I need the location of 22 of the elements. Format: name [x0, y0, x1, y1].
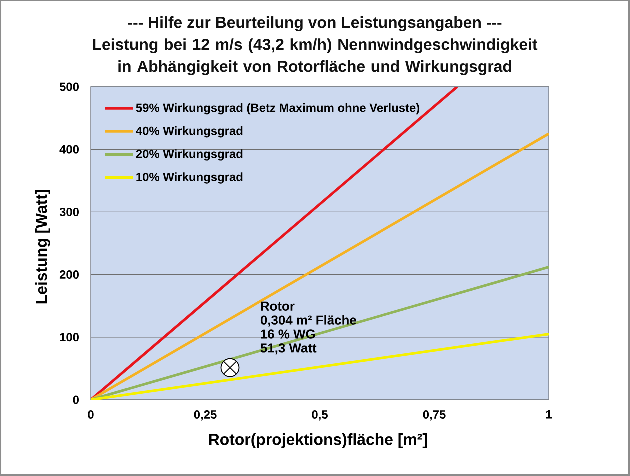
legend-label: 40% Wirkungsgrad [136, 126, 243, 138]
y-tick-label: 300 [60, 208, 79, 216]
annotation: Rotor [261, 302, 295, 311]
x-tick-label: 0,5 [312, 410, 328, 421]
y-axis-title: Leistung [Watt] [35, 190, 50, 304]
y-tick-label: 500 [60, 82, 79, 92]
y-tick-label: 100 [60, 333, 79, 342]
legend-label: 10% Wirkungsgrad [136, 172, 243, 184]
x-tick-label: 0,75 [423, 410, 446, 421]
legend-label: 20% Wirkungsgrad [136, 150, 243, 161]
legend-label: 59% Wirkungsgrad (Betz Maximum ohne Verluste) [136, 103, 420, 115]
x-tick-label: 1 [546, 410, 552, 419]
y-tick-label: 400 [60, 145, 79, 154]
annotation: 0,304 m² Fläche [260, 315, 356, 327]
y-tick-label: 0 [73, 396, 79, 404]
annotation: 16 % WG [261, 330, 316, 339]
chart-title: --- Hilfe zur Beurteilung von Leistungsangaben --- [128, 16, 502, 32]
chart-subtitle: Leistung bei 12 m/s (43,2 km/h) Nennwindgeschwindigkeit in Abhängigkeit von Rotorfläche und Wirkungsgrad [93, 38, 538, 76]
y-tick-label: 200 [60, 270, 79, 280]
x-tick-label: 0 [88, 410, 94, 419]
x-tick-label: 0,25 [194, 410, 217, 421]
x-axis-title: Rotor(projektions)fläche [m²] [209, 434, 428, 448]
